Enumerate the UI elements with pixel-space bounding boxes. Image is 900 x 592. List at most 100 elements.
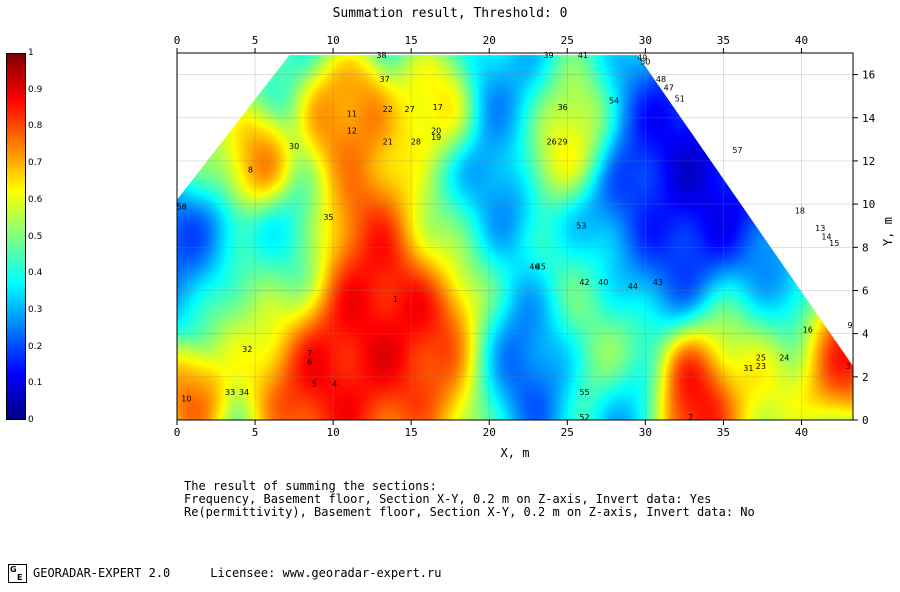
point-label: 11 [347, 109, 357, 118]
point-label: 4 [332, 379, 337, 388]
y-tick-label: 4 [862, 328, 869, 341]
heatmap-plot: 0055101015152020252530303535404002468101… [174, 34, 895, 460]
x-tick-label-bottom: 35 [717, 426, 730, 439]
point-label: 12 [347, 127, 357, 136]
point-label: 33 [225, 388, 235, 397]
y-axis-label: Y, m [881, 217, 895, 246]
point-label: 25 [756, 353, 766, 362]
app-name: GEORADAR-EXPERT 2.0 [33, 566, 171, 580]
point-label: 10 [181, 394, 191, 403]
point-label: 50 [640, 58, 650, 67]
point-label: 1 [393, 295, 398, 304]
point-label: 46 [529, 263, 539, 272]
point-label: 49 [637, 53, 647, 62]
x-tick-label-bottom: 20 [483, 426, 496, 439]
chart-title: Summation result, Threshold: 0 [332, 6, 568, 21]
point-label: 16 [803, 325, 813, 334]
y-tick-label: 12 [862, 155, 875, 168]
point-label: 2 [688, 413, 693, 422]
point-label: 30 [289, 142, 299, 151]
point-label: 36 [558, 103, 568, 112]
footer: G E GEORADAR-EXPERT 2.0 Licensee: www.geo… [8, 564, 441, 583]
point-label: 27 [405, 105, 415, 114]
x-tick-label-top: 10 [326, 34, 339, 47]
point-label: 39 [543, 51, 553, 60]
point-label: 24 [779, 353, 789, 362]
y-tick-label: 8 [862, 241, 869, 254]
point-label: 35 [323, 213, 333, 222]
x-tick-label-bottom: 15 [405, 426, 418, 439]
point-label: 29 [558, 138, 568, 147]
y-tick-label: 2 [862, 371, 869, 384]
point-label: 40 [598, 278, 608, 287]
y-tick-label: 6 [862, 284, 869, 297]
colorbar-tick-label: 0.1 [28, 378, 43, 389]
point-label: 58 [177, 202, 187, 211]
caption-line-1: Frequency, Basement floor, Section X-Y, … [184, 492, 712, 506]
point-label: 51 [675, 94, 685, 103]
x-tick-label-top: 35 [717, 34, 730, 47]
x-tick-label-top: 25 [561, 34, 574, 47]
colorbar-tick-label: 0.4 [28, 268, 43, 279]
point-label: 5 [312, 379, 317, 388]
x-axis-label: X, m [501, 446, 530, 460]
point-label: 23 [756, 362, 766, 371]
point-label: 47 [664, 84, 674, 93]
colorbar [6, 53, 26, 420]
point-label: 34 [239, 388, 249, 397]
point-label: 19 [431, 133, 441, 142]
licensee-text: Licensee: www.georadar-expert.ru [210, 566, 442, 580]
point-label: 14 [821, 233, 831, 242]
point-label: 41 [578, 51, 588, 60]
caption-line-2: Re(permittivity), Basement floor, Sectio… [184, 505, 755, 519]
plot-frame [176, 52, 854, 421]
point-label: 20 [431, 127, 441, 136]
x-tick-label-bottom: 0 [174, 426, 181, 439]
x-tick-label-bottom: 30 [639, 426, 652, 439]
point-label: 17 [433, 103, 443, 112]
colorbar-tick-label: 0.8 [28, 121, 43, 132]
x-tick-label-bottom: 40 [795, 426, 808, 439]
point-label: 52 [579, 413, 589, 422]
colorbar-tick-label: 0.3 [28, 304, 43, 315]
app-logo-icon: G E [8, 564, 27, 583]
colorbar-tick-label: 0 [28, 415, 34, 425]
y-tick-label: 16 [862, 69, 875, 82]
point-label: 38 [376, 51, 386, 60]
point-label: 43 [653, 278, 663, 287]
point-label: 3 [846, 362, 851, 371]
y-tick-label: 14 [862, 112, 876, 125]
y-tick-label: 0 [862, 414, 869, 427]
point-label: 48 [656, 75, 666, 84]
point-label: 15 [829, 239, 839, 248]
colorbar-tick-label: 0.5 [28, 231, 43, 242]
caption-heading: The result of summing the sections: [184, 479, 437, 493]
x-tick-label-top: 30 [639, 34, 652, 47]
point-label: 13 [815, 224, 825, 233]
x-tick-label-top: 5 [252, 34, 259, 47]
x-tick-label-top: 20 [483, 34, 496, 47]
colorbar-tick-label: 0.7 [28, 158, 43, 169]
point-label: 55 [579, 388, 589, 397]
x-tick-label-bottom: 5 [252, 426, 259, 439]
point-label: 7 [307, 349, 312, 358]
y-tick-label: 10 [862, 198, 875, 211]
x-tick-label-bottom: 10 [326, 426, 339, 439]
point-label: 31 [743, 364, 753, 373]
x-tick-label-bottom: 25 [561, 426, 574, 439]
point-label: 42 [579, 278, 589, 287]
colorbar-tick-label: 0.2 [28, 341, 43, 352]
point-label: 53 [576, 222, 586, 231]
x-tick-label-top: 40 [795, 34, 808, 47]
point-label: 26 [547, 138, 557, 147]
point-label: 28 [411, 138, 421, 147]
point-label: 21 [383, 138, 393, 147]
point-label: 9 [847, 321, 852, 330]
point-label: 18 [795, 207, 805, 216]
point-label: 57 [732, 146, 742, 155]
point-label: 44 [628, 282, 638, 291]
point-label: 22 [383, 105, 393, 114]
point-label: 54 [609, 96, 619, 105]
x-tick-label-top: 0 [174, 34, 181, 47]
colorbar-tick-label: 0.9 [28, 84, 43, 95]
